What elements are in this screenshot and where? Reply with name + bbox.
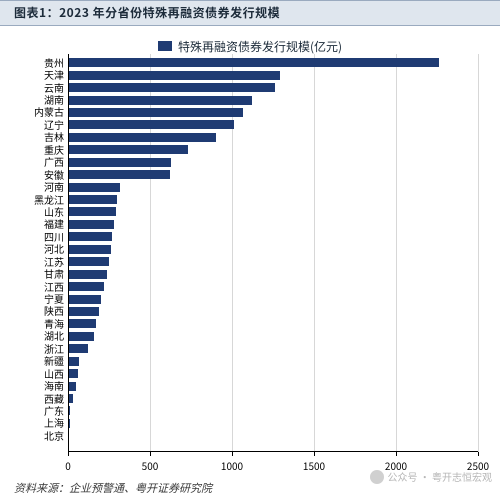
legend-swatch — [158, 41, 172, 51]
x-axis-line — [68, 451, 478, 452]
bar — [68, 307, 99, 316]
bar — [68, 133, 216, 142]
bar — [68, 170, 170, 179]
bar — [68, 195, 117, 204]
bar — [68, 207, 116, 216]
watermark: 公众号 · 粤开志恒宏观 — [370, 469, 492, 484]
bar-row — [68, 344, 478, 353]
bar-row — [68, 431, 478, 440]
bar-row — [68, 207, 478, 216]
bar-row — [68, 145, 478, 154]
bar-row — [68, 58, 478, 67]
x-tick-mark — [478, 452, 479, 456]
bar-row — [68, 232, 478, 241]
bar-row — [68, 245, 478, 254]
bar — [68, 369, 78, 378]
bar-row — [68, 394, 478, 403]
bars-layer — [68, 54, 478, 452]
bar — [68, 58, 439, 67]
bar-row — [68, 419, 478, 428]
bar — [68, 332, 94, 341]
title-banner: 图表1：2023 年分省份特殊再融资债券发行规模 — [0, 0, 500, 26]
figure-root: 图表1：2023 年分省份特殊再融资债券发行规模 特殊再融资债券发行规模(亿元)… — [0, 0, 500, 502]
bar — [68, 120, 234, 129]
bar-row — [68, 133, 478, 142]
figure-title: 图表1：2023 年分省份特殊再融资债券发行规模 — [14, 4, 280, 21]
bar — [68, 282, 104, 291]
bar — [68, 295, 101, 304]
bar — [68, 344, 88, 353]
bar-row — [68, 382, 478, 391]
bar-row — [68, 406, 478, 415]
bar-row — [68, 270, 478, 279]
x-tick-mark — [232, 452, 233, 456]
y-axis-line — [68, 54, 69, 452]
plot-area: 贵州天津云南湖南内蒙古辽宁吉林重庆广西安徽河南黑龙江山东福建四川河北江苏甘肃江西… — [68, 54, 478, 452]
x-tick-mark — [314, 452, 315, 456]
legend-label: 特殊再融资债券发行规模(亿元) — [178, 38, 342, 55]
source-text: 资料来源：企业预警通、粤开证券研究院 — [14, 480, 212, 496]
x-tick-mark — [150, 452, 151, 456]
wechat-icon — [370, 470, 384, 484]
bar — [68, 96, 252, 105]
bar-row — [68, 295, 478, 304]
bar-row — [68, 183, 478, 192]
bar — [68, 83, 275, 92]
bar — [68, 108, 243, 117]
bar — [68, 145, 188, 154]
bar-row — [68, 307, 478, 316]
bar — [68, 270, 107, 279]
legend: 特殊再融资债券发行规模(亿元) — [0, 32, 500, 50]
x-tick-label: 500 — [142, 458, 159, 473]
bar-row — [68, 71, 478, 80]
bar-row — [68, 108, 478, 117]
bar — [68, 220, 114, 229]
bar — [68, 382, 76, 391]
x-tick-mark — [396, 452, 397, 456]
bar — [68, 158, 171, 167]
watermark-text: 公众号 · 粤开志恒宏观 — [388, 469, 492, 484]
x-tick-label: 0 — [65, 458, 71, 473]
bar-row — [68, 158, 478, 167]
bar — [68, 245, 111, 254]
gridline — [478, 54, 479, 452]
bar-row — [68, 195, 478, 204]
bar-row — [68, 170, 478, 179]
x-tick-mark — [68, 452, 69, 456]
bar-row — [68, 257, 478, 266]
bar — [68, 257, 109, 266]
bar-row — [68, 319, 478, 328]
x-tick-label: 1500 — [303, 458, 325, 473]
bar — [68, 357, 79, 366]
bar-row — [68, 357, 478, 366]
bar-row — [68, 83, 478, 92]
bar — [68, 319, 96, 328]
bar-row — [68, 369, 478, 378]
bar — [68, 183, 120, 192]
bar-row — [68, 282, 478, 291]
y-tick-label: 北京 — [44, 431, 64, 441]
x-tick-label: 1000 — [221, 458, 243, 473]
bar-row — [68, 96, 478, 105]
bar — [68, 71, 280, 80]
bar-row — [68, 332, 478, 341]
bar-row — [68, 220, 478, 229]
bar — [68, 232, 112, 241]
bar-row — [68, 120, 478, 129]
